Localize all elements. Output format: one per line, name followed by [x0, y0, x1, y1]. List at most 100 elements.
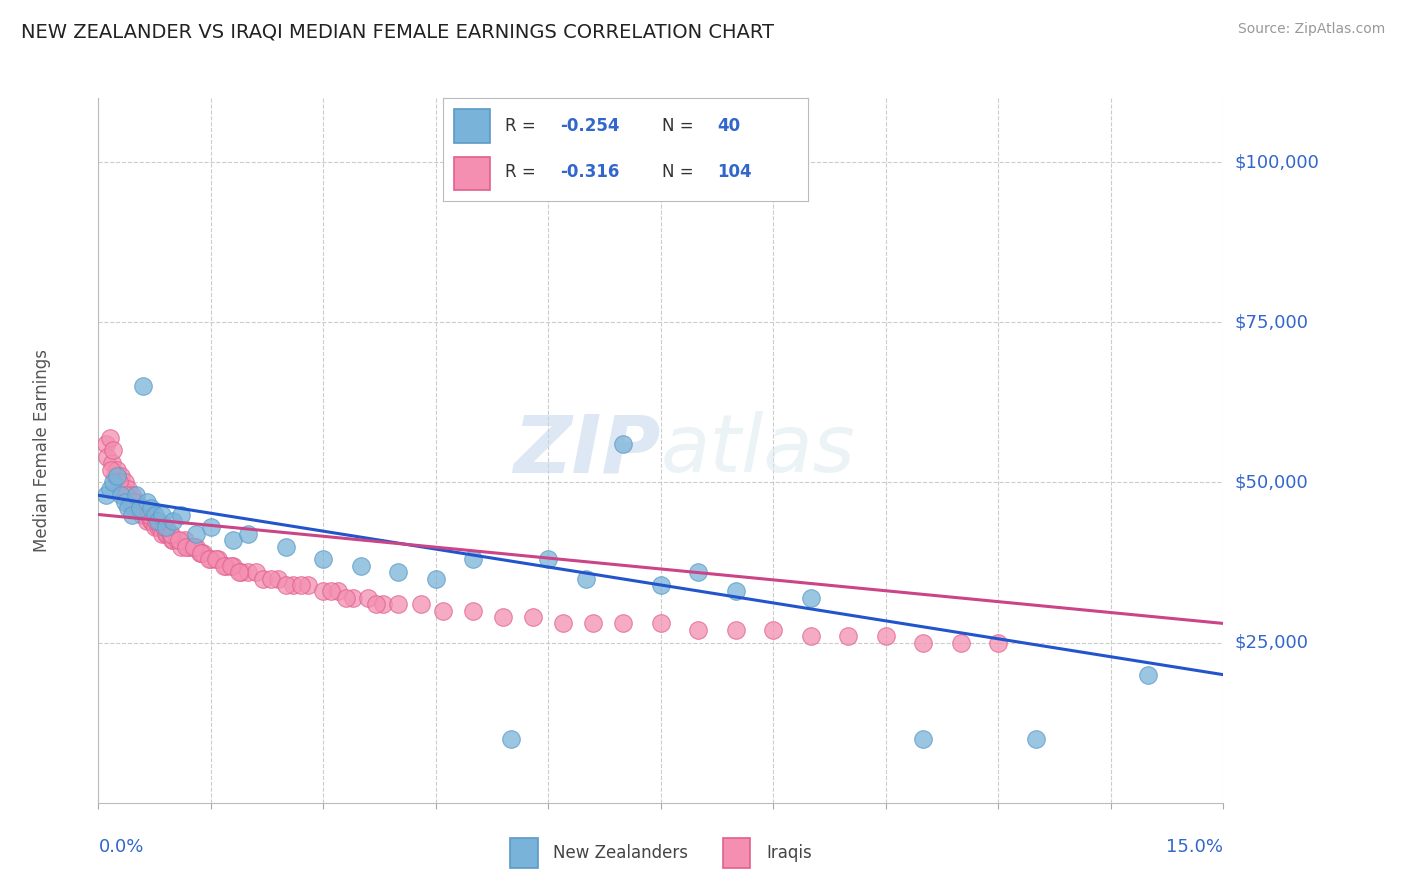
Point [118, 494, 141, 508]
Point [149, 520, 172, 534]
Point [912, 635, 935, 649]
Point [166, 533, 188, 548]
Point [1025, 731, 1047, 746]
Text: 40: 40 [717, 118, 740, 136]
Point [200, 520, 222, 534]
Point [143, 508, 166, 522]
Point [267, 572, 290, 586]
Point [612, 616, 634, 631]
Point [98, 431, 121, 445]
Text: -0.254: -0.254 [560, 118, 620, 136]
Point [94, 488, 117, 502]
Text: $50,000: $50,000 [1234, 474, 1308, 491]
Text: R =: R = [505, 118, 541, 136]
Point [153, 520, 176, 534]
Point [537, 552, 560, 566]
Text: -0.316: -0.316 [560, 163, 619, 181]
Point [215, 558, 238, 573]
Point [162, 533, 184, 548]
Point [159, 526, 181, 541]
FancyBboxPatch shape [454, 157, 491, 190]
Point [724, 584, 747, 599]
Point [463, 552, 485, 566]
Point [688, 565, 710, 579]
Point [170, 540, 193, 554]
Text: 15.0%: 15.0% [1166, 838, 1223, 855]
Point [582, 616, 605, 631]
Point [312, 552, 335, 566]
Point [297, 578, 319, 592]
Text: ZIP: ZIP [513, 411, 661, 490]
Point [290, 578, 312, 592]
Point [141, 514, 163, 528]
Point [252, 572, 274, 586]
Point [283, 578, 305, 592]
Point [127, 501, 149, 516]
Point [575, 572, 598, 586]
Point [148, 520, 170, 534]
Point [156, 526, 179, 541]
Text: $75,000: $75,000 [1234, 313, 1309, 331]
Point [173, 533, 195, 548]
Text: R =: R = [505, 163, 541, 181]
Text: Median Female Earnings: Median Female Earnings [34, 349, 51, 552]
Point [110, 469, 132, 483]
Point [800, 629, 823, 643]
Point [357, 591, 380, 605]
Point [145, 514, 167, 528]
Point [103, 443, 125, 458]
Point [121, 508, 143, 522]
Point [207, 552, 229, 566]
Point [181, 540, 204, 554]
Point [312, 584, 335, 599]
Point [238, 526, 260, 541]
Point [335, 591, 357, 605]
Point [425, 572, 447, 586]
Point [762, 623, 785, 637]
Point [105, 463, 128, 477]
Point [364, 597, 387, 611]
Text: atlas: atlas [661, 411, 856, 490]
Point [100, 463, 122, 477]
Point [875, 629, 897, 643]
Point [98, 482, 121, 496]
Text: Source: ZipAtlas.com: Source: ZipAtlas.com [1237, 22, 1385, 37]
Point [103, 475, 125, 490]
Point [101, 456, 124, 470]
Point [183, 540, 205, 554]
Point [274, 578, 297, 592]
Point [167, 533, 190, 548]
Point [155, 520, 177, 534]
Point [612, 437, 634, 451]
Point [492, 610, 515, 624]
Point [1137, 667, 1160, 681]
Point [200, 552, 222, 566]
Point [800, 591, 823, 605]
Point [463, 604, 485, 618]
Point [387, 565, 409, 579]
Point [132, 379, 155, 393]
Point [260, 572, 283, 586]
Point [387, 597, 409, 611]
Point [139, 501, 162, 516]
Point [184, 526, 207, 541]
Point [319, 584, 342, 599]
Point [245, 565, 267, 579]
Point [342, 591, 364, 605]
Point [650, 616, 672, 631]
Point [134, 508, 156, 522]
Text: 104: 104 [717, 163, 752, 181]
Point [110, 488, 132, 502]
Point [205, 552, 228, 566]
Point [136, 494, 159, 508]
Point [131, 508, 153, 522]
Point [987, 635, 1010, 649]
Point [522, 610, 544, 624]
Point [104, 469, 127, 483]
Point [222, 558, 245, 573]
Point [138, 508, 160, 522]
Point [107, 475, 129, 490]
Point [114, 475, 136, 490]
Point [115, 488, 138, 502]
FancyBboxPatch shape [723, 838, 751, 868]
